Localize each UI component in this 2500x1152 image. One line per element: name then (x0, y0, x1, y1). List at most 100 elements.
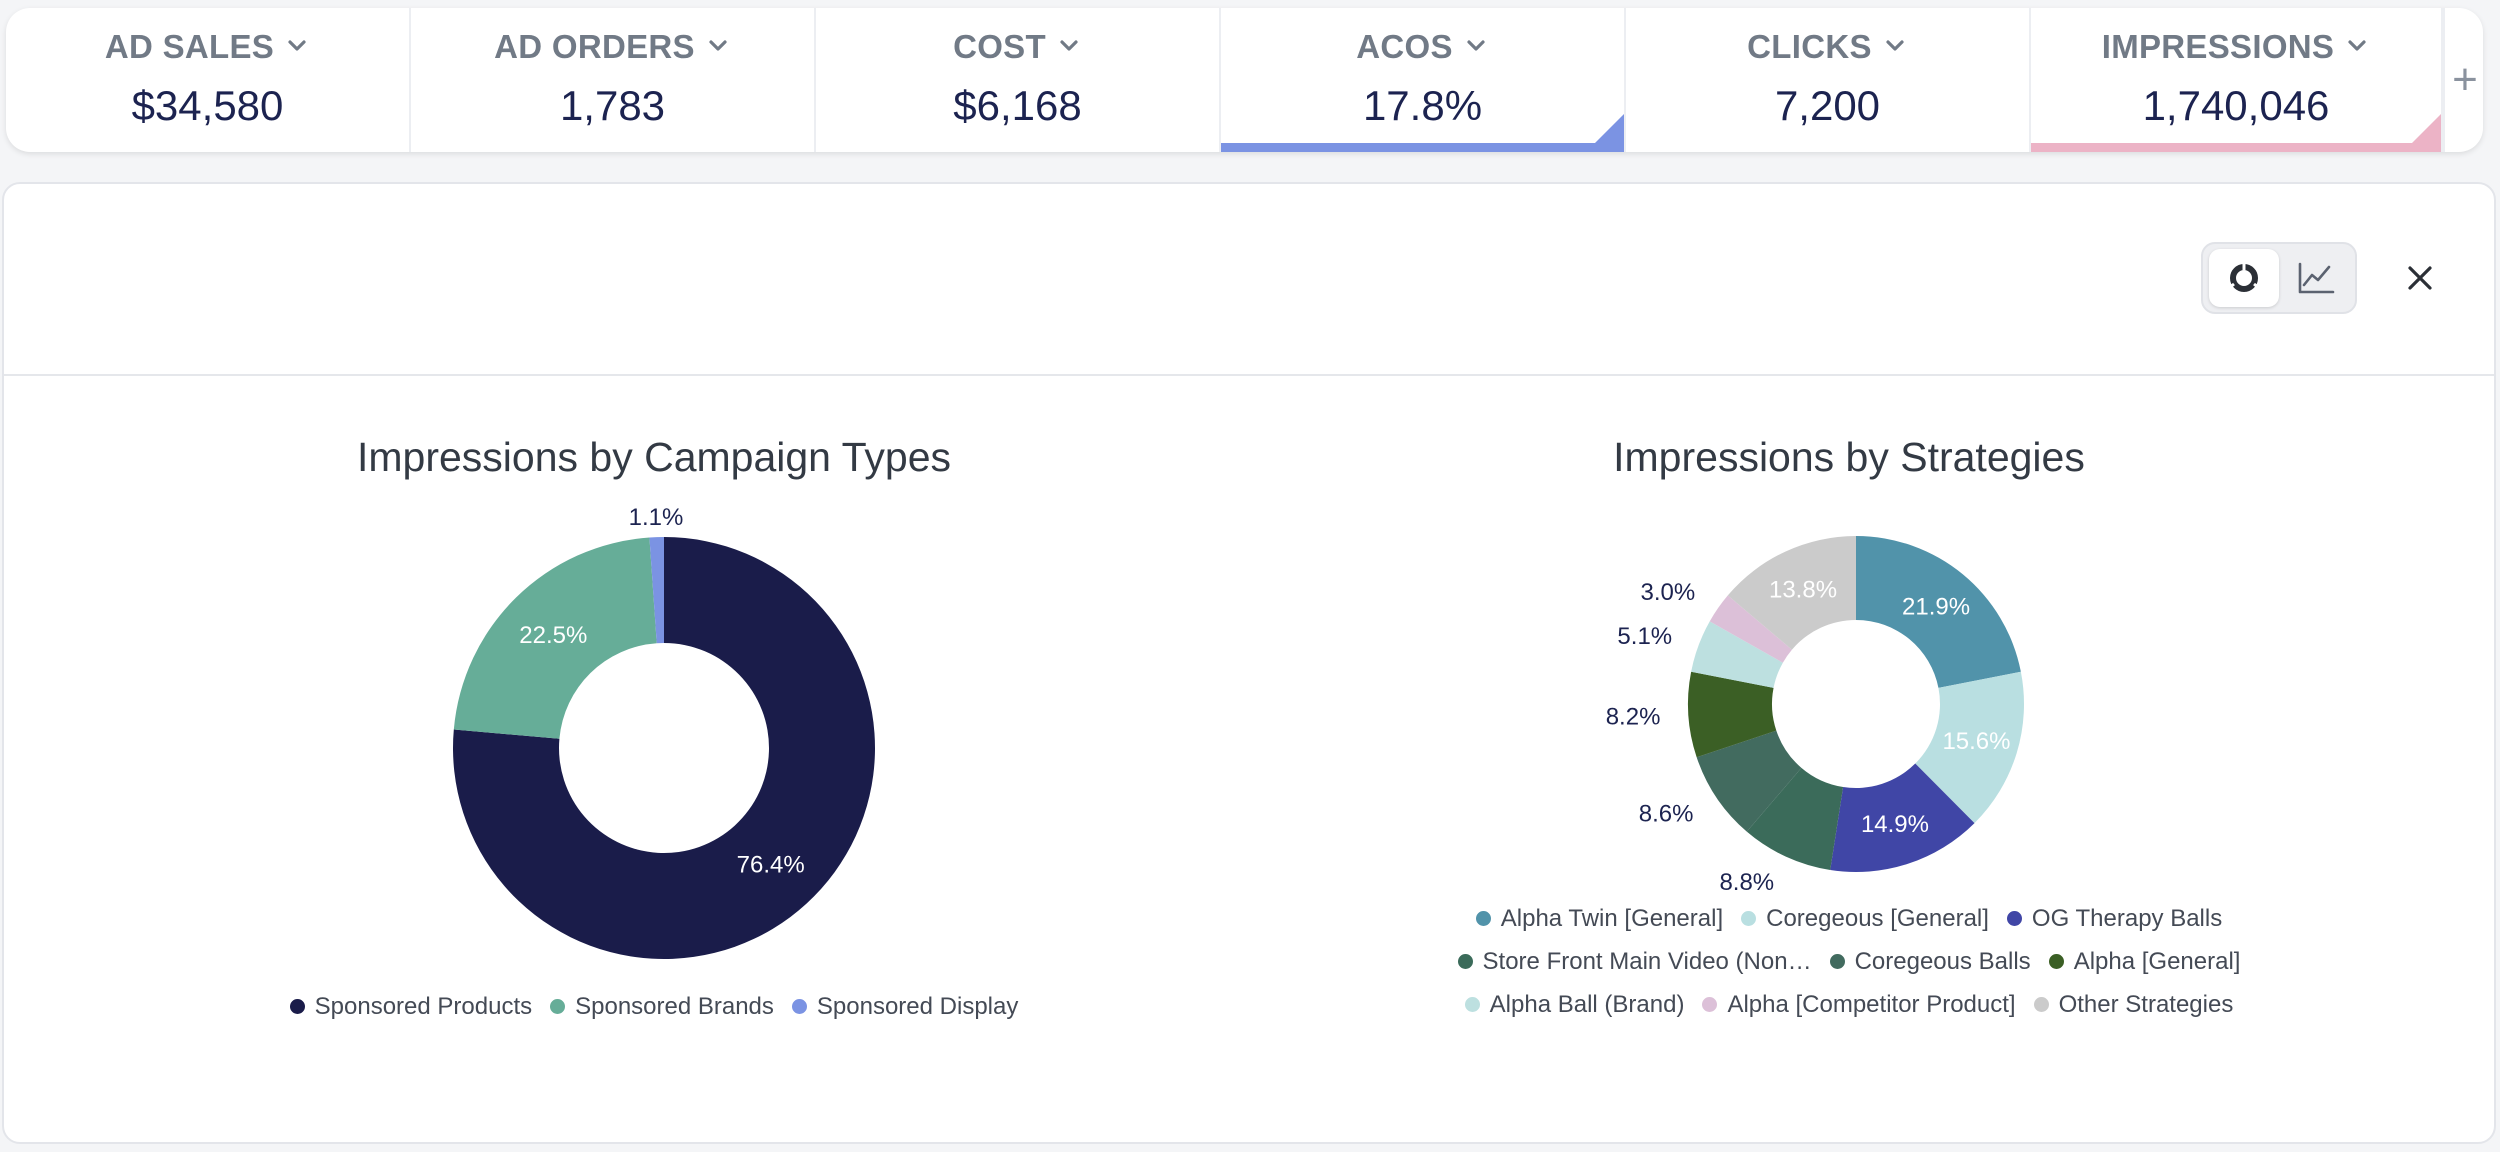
legend-label: Sponsored Display (816, 992, 1019, 1020)
line-view-button[interactable] (2281, 249, 2351, 307)
pie-slice-sponsored-brands[interactable] (453, 537, 657, 739)
legend-label: Alpha [General] (2073, 947, 2241, 975)
chart-panel: Impressions by Campaign Types 76.4% 22.5%… (2, 182, 2496, 1144)
chevron-down-icon (709, 40, 727, 51)
legend-item-coregeous-balls[interactable]: Coregeous Balls (1829, 947, 2031, 976)
legend-item-other-strategies[interactable]: Other Strategies (2033, 991, 2233, 1019)
legend-swatch (1464, 997, 1480, 1012)
legend-swatch (1475, 911, 1491, 926)
metric-impressions[interactable]: IMPRESSIONS 1,740,046 (2031, 8, 2443, 152)
legend-swatch (791, 999, 807, 1014)
metric-value: 7,200 (1774, 82, 1881, 129)
legend-swatch (1702, 997, 1718, 1012)
metric-selected-indicator (2031, 143, 2441, 152)
slice-data-label: 8.8% (1719, 869, 1774, 896)
metric-value: $6,168 (953, 82, 1082, 129)
pie-slice-store-front-main-video-non[interactable] (1746, 767, 1844, 871)
metric-value: 1,783 (559, 82, 666, 129)
metric-ad-orders[interactable]: AD ORDERS 1,783 (411, 8, 816, 152)
add-metric-button[interactable]: + (2443, 8, 2483, 152)
close-button[interactable] (2398, 256, 2442, 300)
chevron-down-icon (1886, 40, 1904, 51)
chevron-down-icon (2348, 40, 2366, 51)
legend-swatch (289, 999, 305, 1014)
metric-selected-corner (2403, 114, 2441, 152)
legend-item-og-therapy-balls[interactable]: OG Therapy Balls (2006, 904, 2223, 933)
slice-data-label: 5.1% (1617, 623, 1672, 650)
pie-slice-alpha-twin-general[interactable] (1856, 536, 2021, 688)
metric-label: AD ORDERS (494, 28, 695, 65)
legend-swatch (1457, 954, 1473, 969)
legend-item-sponsored-brands[interactable]: Sponsored Brands (550, 993, 774, 1021)
metric-clicks[interactable]: CLICKS 7,200 (1626, 8, 2031, 152)
slice-data-label: 1.1% (629, 504, 684, 531)
metric-value: 1,740,046 (2142, 82, 2330, 129)
chart-title: Impressions by Strategies (1613, 434, 2085, 480)
chevron-down-icon (1060, 40, 1078, 51)
legend-row: Alpha Twin [General] Coregeous [General] O… (1349, 897, 2349, 940)
legend-label: Alpha Twin [General] (1500, 904, 1724, 932)
legend-label: Coregeous Balls (1854, 947, 2031, 975)
legend-swatch (1829, 954, 1845, 969)
metric-acos[interactable]: ACOS 17.8% (1221, 8, 1626, 152)
pie-slice-sponsored-display[interactable] (649, 537, 664, 644)
legend-swatch (1741, 911, 1757, 926)
slice-data-label: 8.6% (1639, 800, 1694, 827)
legend-item-sponsored-products[interactable]: Sponsored Products (289, 992, 533, 1021)
legend-swatch (2048, 954, 2064, 969)
line-chart-icon (2298, 262, 2335, 294)
legend-label: Store Front Main Video (Non… (1482, 947, 1812, 975)
metric-selected-indicator (1221, 143, 1624, 152)
legend-item-alpha-ball-brand[interactable]: Alpha Ball (Brand) (1464, 991, 1684, 1019)
chart-title: Impressions by Campaign Types (356, 434, 952, 480)
legend-item-alpha-twin-general[interactable]: Alpha Twin [General] (1475, 904, 1724, 933)
legend-label: Alpha [Competitor Product] (1727, 990, 2016, 1018)
panel-header (4, 184, 2494, 376)
metric-label: IMPRESSIONS (2101, 28, 2335, 65)
metric-value: 17.8% (1362, 82, 1483, 129)
strategies-donut: 21.9%15.6%14.9%8.8%8.6%8.2%5.1%3.0% 13.8% (1606, 536, 2024, 896)
metric-selected-corner (1586, 114, 1624, 152)
pie-slice-alpha-competitor-product[interactable] (1709, 595, 1792, 663)
metric-label: AD SALES (104, 28, 275, 65)
legend-item-sponsored-display[interactable]: Sponsored Display (791, 992, 1019, 1021)
pie-slice-coregeous-general[interactable] (1915, 671, 2024, 824)
metric-label: CLICKS (1747, 28, 1872, 65)
legend-item-coregeous-general[interactable]: Coregeous [General] (1741, 905, 1989, 933)
strategies-legend: Alpha Twin [General] Coregeous [General] O… (1349, 897, 2349, 1026)
legend-label: Sponsored Products (314, 992, 533, 1020)
legend-swatch (2006, 911, 2022, 926)
legend-item-alpha-general[interactable]: Alpha [General] (2048, 947, 2241, 976)
pie-slice-coregeous-balls[interactable] (1696, 730, 1802, 832)
legend-row: Store Front Main Video (Non… Coregeous Ba… (1349, 940, 2349, 983)
slice-data-label: 3.0% (1640, 579, 1695, 606)
legend-row: Sponsored Products Sponsored Brands Sponso… (154, 985, 1154, 1028)
legend-swatch (550, 999, 566, 1014)
pie-view-button[interactable] (2209, 249, 2279, 307)
chart-view-toggle (2201, 242, 2357, 314)
pie-chart-icon (2228, 263, 2260, 292)
chevron-down-icon (1467, 40, 1485, 51)
metric-label: ACOS (1356, 28, 1453, 65)
metric-label: COST (953, 28, 1046, 65)
close-icon (2408, 266, 2432, 290)
legend-row: Alpha Ball (Brand) Alpha [Competitor Prod… (1349, 983, 2349, 1026)
slice-data-label: 8.2% (1606, 704, 1661, 731)
campaign-types-legend: Sponsored Products Sponsored Brands Sponso… (154, 985, 1154, 1028)
legend-item-store-front-main-video-non[interactable]: Store Front Main Video (Non… (1457, 947, 1812, 976)
pie-slice-sponsored-products[interactable] (453, 537, 875, 959)
metric-ad-sales[interactable]: AD SALES $34,580 (6, 8, 411, 152)
legend-item-alpha-competitor-product[interactable]: Alpha [Competitor Product] (1702, 990, 2016, 1019)
chevron-down-icon (288, 40, 306, 51)
legend-label: OG Therapy Balls (2031, 904, 2223, 932)
metric-value: $34,580 (131, 82, 284, 129)
pie-slice-other-strategies[interactable] (1727, 536, 1856, 650)
pie-slice-alpha-ball-brand[interactable] (1691, 621, 1783, 688)
legend-swatch (2033, 997, 2049, 1012)
legend-label: Sponsored Brands (575, 992, 774, 1020)
pie-slice-alpha-general[interactable] (1688, 671, 1777, 758)
metric-cost[interactable]: COST $6,168 (816, 8, 1221, 152)
legend-label: Coregeous [General] (1766, 904, 1989, 932)
metric-bar: AD SALES $34,580 AD ORDERS 1,783 COST $6… (6, 8, 2483, 152)
pie-slice-og-therapy-balls[interactable] (1830, 763, 1975, 872)
